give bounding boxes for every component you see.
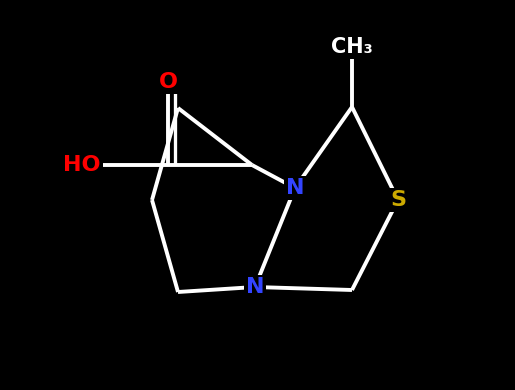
Text: O: O (159, 72, 178, 92)
Text: S: S (390, 190, 406, 210)
Text: HO: HO (63, 155, 101, 175)
Text: CH₃: CH₃ (331, 37, 373, 57)
Text: N: N (286, 178, 304, 198)
Text: N: N (246, 277, 264, 297)
